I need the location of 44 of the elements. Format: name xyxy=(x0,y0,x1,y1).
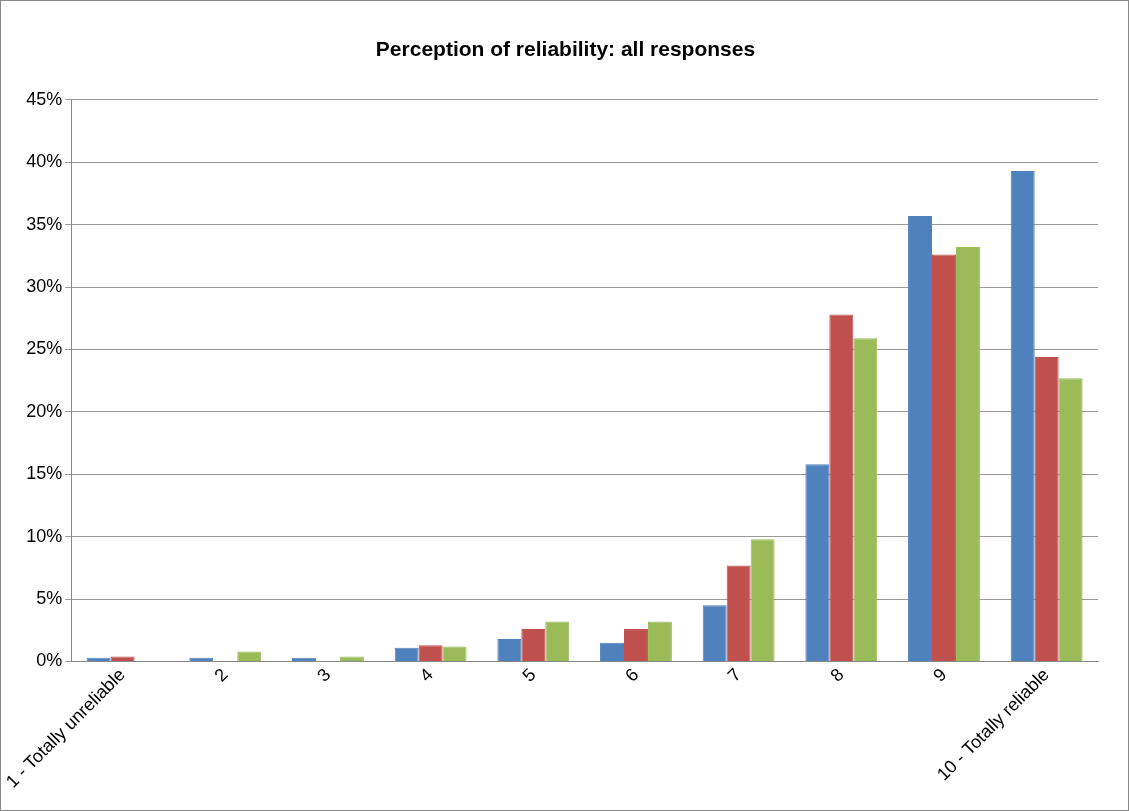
bar xyxy=(442,646,467,662)
bar xyxy=(829,314,854,662)
bar xyxy=(394,647,419,662)
bar xyxy=(86,657,111,662)
x-tick-label: 7 xyxy=(723,664,745,686)
bar xyxy=(1058,378,1083,662)
bar xyxy=(237,651,262,662)
bar xyxy=(750,539,775,662)
x-tick-label: 5 xyxy=(518,664,540,686)
bar xyxy=(189,657,214,662)
bar xyxy=(497,639,522,662)
bar xyxy=(521,629,546,662)
y-tick-label: 35% xyxy=(26,213,63,234)
y-tick-label: 5% xyxy=(36,588,63,609)
bar xyxy=(545,621,570,662)
bar xyxy=(647,621,672,662)
bar xyxy=(726,565,751,662)
bar xyxy=(292,657,316,662)
bar xyxy=(853,338,878,662)
x-tick-label: 6 xyxy=(621,664,643,686)
y-tick-label: 25% xyxy=(26,338,63,359)
bar xyxy=(1010,170,1035,662)
bar xyxy=(908,215,933,662)
y-tick-label: 20% xyxy=(26,400,63,421)
bar xyxy=(418,645,443,662)
bar xyxy=(623,629,648,662)
x-tick-label: 2 xyxy=(210,664,232,686)
y-tick-label: 30% xyxy=(26,276,63,297)
bar xyxy=(1034,356,1059,662)
bar xyxy=(805,464,830,662)
y-tick-label: 45% xyxy=(26,88,63,109)
chart-title: Perception of reliability: all responses xyxy=(374,37,757,61)
y-tick-label: 10% xyxy=(26,525,63,546)
x-tick-label: 3 xyxy=(313,664,335,686)
x-tick-label: 4 xyxy=(415,664,437,686)
bar xyxy=(702,605,727,662)
bar xyxy=(955,247,980,662)
bar xyxy=(600,642,624,662)
bar xyxy=(932,254,956,662)
x-tick-label: 9 xyxy=(929,664,951,686)
y-tick-label: 40% xyxy=(26,151,63,172)
y-tick-label: 15% xyxy=(26,463,63,484)
y-tick-label: 0% xyxy=(36,650,63,671)
x-tick-label: 8 xyxy=(826,664,848,686)
